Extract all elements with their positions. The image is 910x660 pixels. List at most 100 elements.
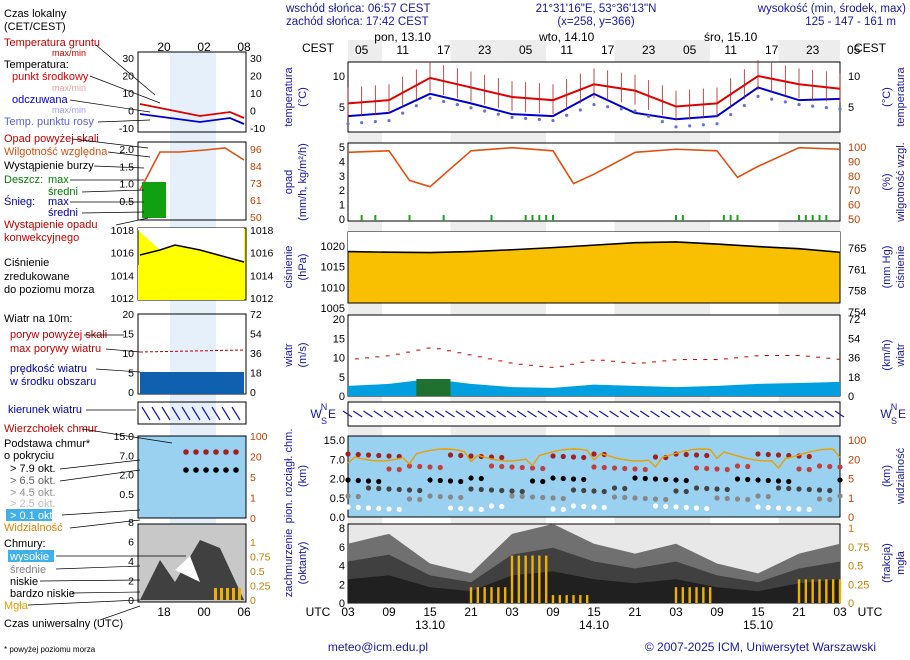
legend-wind-tick: 5	[128, 368, 134, 380]
cloud-base-dot	[837, 464, 843, 470]
legend-gust-line	[139, 349, 245, 353]
wind-arrow	[650, 410, 660, 418]
legend-cover-tick: 0	[128, 595, 134, 607]
legend-storm: Wystąpienie burzy	[4, 160, 94, 172]
cloud-base-dot	[478, 475, 484, 482]
temp-ytick-right: 5	[848, 102, 854, 114]
legend-mid-point: punkt środkowy	[12, 71, 89, 83]
pressure-mmhg-ytick: 765	[848, 243, 866, 255]
wind-ytick: 10	[333, 353, 345, 365]
top-tick-label: 23	[806, 43, 820, 57]
fog-bar	[811, 579, 814, 603]
humidity-ytick: 70	[848, 185, 860, 197]
cloud-base-dot	[765, 451, 771, 458]
precip-panel	[348, 143, 840, 221]
cloud-base-dot	[570, 454, 577, 460]
visibility-ytick: 5	[848, 474, 854, 486]
cloud-base-dot	[396, 466, 402, 473]
cloud-base-dot	[765, 477, 771, 484]
legend-humidity-tick: 96	[250, 144, 262, 156]
legend-snow-mid: średni	[48, 207, 78, 219]
legend-pressure-tick: 1018	[111, 225, 135, 237]
dew-point-dot	[455, 103, 459, 107]
day-top-label: śro, 15.10	[704, 30, 758, 44]
fog-bar	[708, 587, 712, 603]
legend-sample-marks	[138, 103, 245, 600]
legend-pressure-tick: 1012	[111, 293, 135, 305]
connector-storm	[93, 165, 145, 169]
legend-high-bg	[8, 550, 54, 562]
bottom-tick-label: 09	[382, 605, 396, 619]
pressure-ytick: 1020	[321, 241, 345, 253]
legend-pressure-tick-right: 1012	[250, 293, 274, 305]
connector-snow-mid	[81, 211, 145, 214]
precip-bar	[675, 215, 677, 221]
cloud-base-dot	[683, 488, 689, 495]
dew-point-dot	[619, 107, 623, 111]
wind-arrow	[445, 410, 455, 418]
legend-wind-arrow	[191, 406, 201, 421]
wind-arrow	[342, 410, 353, 418]
connector-precip-conv	[115, 217, 149, 226]
cloud-base-dot	[755, 493, 761, 499]
side-axis-label: ciśnienie	[283, 246, 295, 289]
legend-okt5-bg	[6, 509, 52, 521]
legend-cloud-dot	[213, 449, 219, 455]
cloud-base-dot	[406, 487, 413, 493]
dew-point-dot	[838, 107, 842, 111]
legend-fog-bar	[214, 588, 217, 600]
legend-wind-arrow	[211, 406, 221, 421]
side-axis-label: (°C)	[881, 87, 893, 107]
dew-point-dot	[729, 113, 733, 117]
top-tick-label: 17	[437, 43, 451, 57]
cloud-base-dot	[581, 476, 587, 483]
cloud-base-dot	[632, 466, 638, 472]
cover-ytick: 4	[339, 561, 345, 573]
wind-arrow	[824, 410, 835, 418]
wind-arrow	[455, 410, 466, 418]
cloud-base-dot	[560, 506, 566, 513]
fog-bar	[503, 587, 507, 603]
legend-cloud-dot	[183, 449, 189, 455]
cloud-base-dot	[478, 506, 484, 513]
fog-bar	[702, 587, 705, 603]
cloud-base-dot	[806, 466, 812, 473]
precip-bar	[408, 215, 411, 221]
precip-bar	[681, 215, 684, 221]
cloud-base-dot	[775, 452, 782, 458]
dew-point-dot	[578, 108, 582, 112]
side-axis-label: (frakcja)	[881, 543, 893, 583]
precip-bar	[490, 215, 493, 221]
cloud-ytick: 7.0	[330, 454, 345, 466]
cloud-base-dot	[683, 451, 689, 458]
legend-cloud-base-2: o pokryciu	[4, 450, 54, 462]
legend-visibility: Widzialność	[4, 522, 63, 534]
cloud-base-dot	[591, 504, 597, 510]
chart-panels	[347, 61, 841, 604]
cloud-base-dot	[806, 486, 812, 493]
cloud-base-dot	[622, 494, 628, 501]
cloud-base-dot	[652, 503, 659, 509]
side-axis-label: wilgotność wzgl.	[895, 142, 907, 222]
cloud-base-dot	[570, 487, 577, 493]
cloud-base-dot	[478, 486, 484, 493]
cloud-base-dot	[560, 495, 566, 502]
cloud-base-dot	[540, 494, 546, 501]
fog-bar	[469, 587, 473, 603]
legend-wind-tick: 20	[122, 309, 134, 321]
legend-fog-tick: 0.5	[250, 566, 265, 578]
cloud-base-dot	[642, 495, 648, 502]
legend-okt3: > 4.5 okt.	[10, 487, 56, 499]
side-axis-label: (m/s)	[297, 342, 309, 367]
cloud-base-dot	[437, 493, 443, 500]
dew-point-dot	[483, 109, 487, 113]
compass-s-right: S	[891, 416, 897, 426]
connector-rain-mid	[81, 189, 145, 193]
legend-wind-kmh-tick: 72	[250, 309, 262, 321]
legend-visibility-tick: 1	[250, 493, 256, 505]
cloud-base-dot	[509, 493, 515, 499]
cloud-ytick: 0.5	[330, 493, 345, 505]
legend-ground-temp: Temperatura gruntu	[4, 37, 100, 49]
footer-email[interactable]: meteo@icm.edu.pl	[328, 640, 428, 654]
side-axis-label: wiatr	[283, 343, 295, 368]
